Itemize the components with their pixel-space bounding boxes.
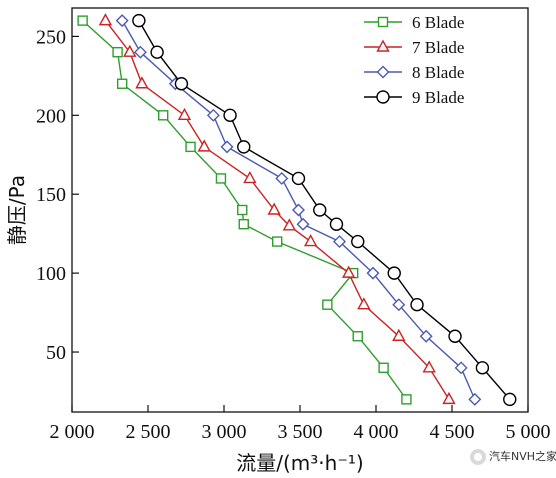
data-point [341,265,356,278]
data-point [272,236,283,247]
data-point [503,392,517,407]
data-point [454,361,468,375]
data-point [313,203,327,217]
series-8-blade [115,14,482,406]
data-point [123,44,137,57]
x-tick-label: 3 500 [278,421,323,443]
x-tick-label: 2 000 [50,421,95,443]
legend-item: 6 Blade [364,13,464,32]
data-point [322,299,333,310]
series-9-blade [132,13,517,407]
data-point [392,328,406,341]
y-axis: 50 100 150 200 250 [36,26,79,364]
data-point [329,217,344,231]
legend-marker [376,90,390,104]
wechat-icon [470,449,486,465]
data-point [282,218,297,231]
series-6-blade [77,15,412,405]
data-point [291,171,306,186]
data-point [275,171,289,185]
data-point [243,170,257,184]
x-tick-label: 2 500 [126,421,171,443]
x-tick-label: 4 500 [430,421,475,443]
data-point [197,139,211,152]
data-point [448,329,462,343]
data-point [237,204,248,216]
data-point [392,298,406,312]
data-point [157,110,169,121]
x-axis: 2 000 2 500 3 000 3 500 4 000 4 500 5 000 [50,405,551,443]
watermark-text: 汽车NVH之家 [489,450,556,463]
legend: 6 Blade 7 Blade 8 Blade 9 Blade [364,13,464,107]
legend-item: 7 Blade [364,38,464,57]
legend-marker [376,39,390,52]
x-axis-title: 流量/(m³·h⁻¹) [236,451,363,475]
data-point [220,140,234,154]
y-tick-label: 100 [36,263,66,285]
legend-label: 9 Blade [412,88,464,107]
data-point [135,76,149,89]
data-point [215,173,227,184]
data-point [333,235,347,249]
data-point [410,297,424,312]
x-tick-label: 5 000 [506,421,551,443]
data-point [422,360,436,373]
legend-label: 6 Blade [412,13,464,32]
legend-item: 9 Blade [364,88,464,107]
legend-label: 8 Blade [412,63,464,82]
series-layer [77,13,517,407]
data-point [468,392,482,406]
data-point [357,297,371,310]
series-7-blade [98,13,456,405]
data-point [291,203,305,217]
legend-marker [376,65,390,79]
series-line [82,20,407,400]
data-point [77,15,88,26]
legend-marker [377,16,389,28]
data-point [419,329,433,343]
data-point [238,219,249,230]
data-point [296,217,310,231]
legend-item: 8 Blade [364,63,464,82]
data-point [133,45,147,59]
y-axis-title: 静压/Pa [5,175,29,245]
data-point [150,45,164,59]
y-tick-label: 200 [36,105,66,127]
y-tick-label: 250 [36,26,66,48]
data-point [223,108,237,123]
data-point [98,13,113,26]
data-point [112,46,123,58]
data-point [378,362,389,374]
x-tick-label: 4 000 [354,421,399,443]
data-point [132,13,146,28]
legend-label: 7 Blade [412,38,464,57]
x-tick-label: 3 000 [202,421,247,443]
data-point [351,234,365,249]
series-line [104,20,450,400]
data-point [115,14,129,28]
data-point [174,77,189,91]
y-tick-label: 150 [36,184,66,206]
watermark: 汽车NVH之家 [470,448,556,470]
data-point [352,331,363,342]
data-point [206,108,220,122]
data-point [366,266,380,280]
data-point [401,394,412,405]
data-point [267,202,281,215]
data-point [237,140,251,154]
data-point [387,266,401,280]
data-point [116,78,128,89]
data-point [185,141,196,153]
data-point [303,234,318,247]
data-point [475,361,490,375]
series-line [138,20,511,400]
data-point [177,107,192,121]
y-tick-label: 50 [46,342,66,364]
data-point [442,391,456,405]
